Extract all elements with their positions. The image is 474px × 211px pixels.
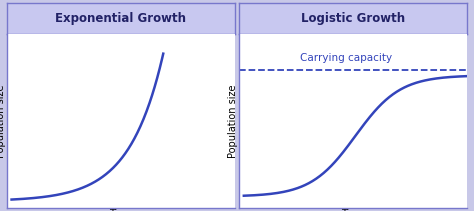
Text: Carrying capacity: Carrying capacity [300,53,392,62]
Text: Logistic Growth: Logistic Growth [301,12,405,25]
Y-axis label: Population size: Population size [228,84,238,158]
Text: Exponential Growth: Exponential Growth [55,12,186,25]
Y-axis label: Population size: Population size [0,84,6,158]
X-axis label: Time: Time [109,209,133,211]
X-axis label: Time: Time [341,209,365,211]
